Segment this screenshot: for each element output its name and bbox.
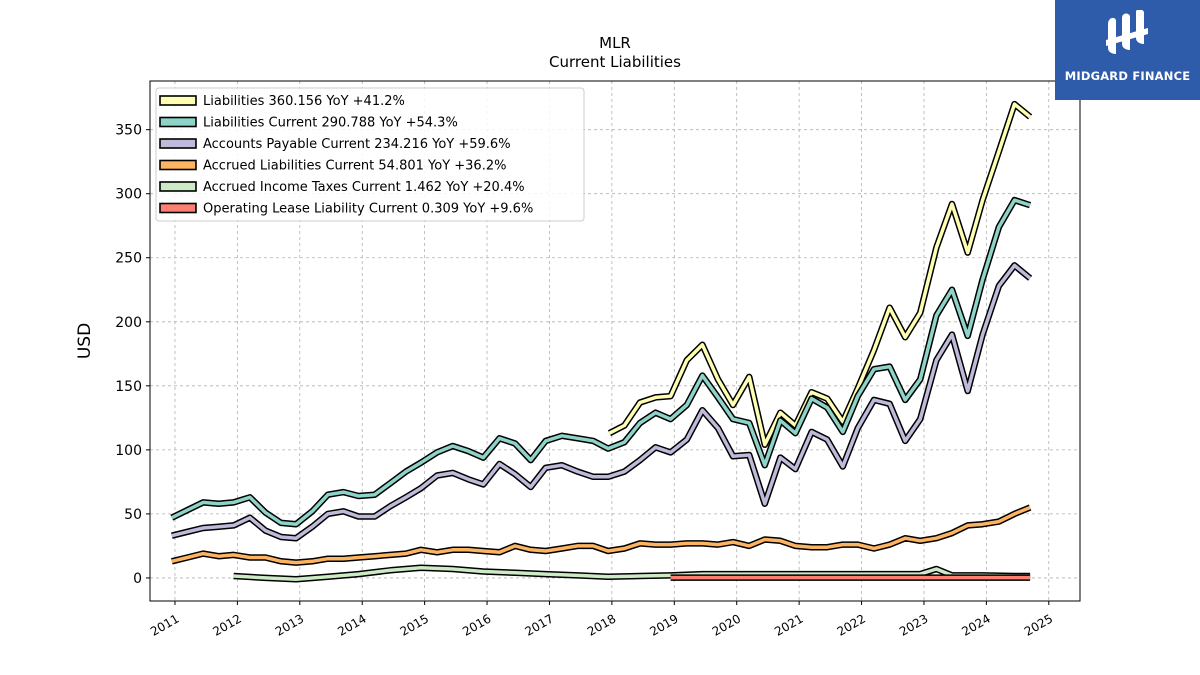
- chart-title: MLR: [599, 34, 631, 52]
- series-line: [171, 263, 1032, 540]
- legend-swatch: [159, 95, 197, 106]
- brand-logo: MIDGARD FINANCE: [1055, 0, 1200, 100]
- logo-mark-icon: [1106, 10, 1148, 54]
- x-tick-label: 2015: [398, 611, 431, 638]
- series-line: [171, 198, 1031, 526]
- series-accounts-payable-current: [171, 262, 1033, 542]
- x-tick-label: 2020: [710, 611, 743, 638]
- y-tick-label: 50: [124, 507, 142, 523]
- y-tick-label: 100: [115, 443, 142, 459]
- series-line: [171, 505, 1031, 565]
- y-tick-label: 0: [133, 571, 142, 587]
- legend-swatch: [159, 116, 197, 128]
- x-tick-label: 2011: [148, 611, 181, 638]
- x-tick-label: 2018: [585, 611, 618, 638]
- chart-subtitle: Current Liabilities: [549, 53, 681, 71]
- legend-swatch: [159, 159, 197, 171]
- x-tick-label: 2019: [647, 611, 680, 638]
- brand-name: MIDGARD FINANCE: [1064, 69, 1191, 83]
- series-outline: [171, 262, 1033, 542]
- legend-entry: Accrued Income Taxes Current 1.462 YoY +…: [203, 180, 525, 195]
- x-tick-label: 2013: [273, 611, 306, 638]
- legend-box: [155, 87, 585, 222]
- legend: Liabilities 360.156 YoY +41.2% Liabilitie…: [155, 87, 585, 222]
- x-tick-label: 2017: [523, 611, 556, 638]
- series-line: [233, 565, 1031, 581]
- x-tick-label: 2021: [772, 611, 805, 638]
- x-tick-label: 2023: [897, 611, 930, 638]
- series-accrued-income-taxes-current: [233, 564, 1031, 583]
- y-axis-label: USD: [75, 323, 95, 359]
- legend-swatch: [159, 138, 197, 149]
- x-tick-label: 2025: [1022, 611, 1055, 638]
- grid-lines: [150, 81, 1080, 601]
- x-tick-label: 2024: [959, 611, 992, 638]
- plot-frame: [149, 80, 1081, 602]
- y-tick-label: 250: [115, 251, 142, 267]
- series-liabilities-current: [170, 196, 1032, 528]
- legend-entry: Operating Lease Liability Current 0.309 …: [203, 202, 533, 217]
- series-line: [608, 102, 1032, 447]
- x-tick-label: 2014: [335, 611, 368, 638]
- x-tick-label: 2022: [835, 611, 868, 638]
- legend-entry: Accounts Payable Current 234.216 YoY +59…: [203, 137, 511, 152]
- legend-swatch: [159, 181, 197, 192]
- series-lines: [170, 100, 1033, 583]
- y-tick-label: 150: [115, 379, 142, 395]
- series-accrued-liabilities-current: [171, 504, 1032, 566]
- y-tick-label: 200: [115, 315, 142, 331]
- y-tick-label: 350: [115, 123, 142, 139]
- legend-entry: Liabilities Current 290.788 YoY +54.3%: [203, 116, 458, 131]
- legend-entry: Liabilities 360.156 YoY +41.2%: [203, 94, 405, 109]
- legend-swatch: [159, 202, 197, 214]
- y-tick-label: 300: [115, 187, 142, 203]
- x-tick-label: 2016: [460, 611, 493, 638]
- series-liabilities: [607, 100, 1033, 448]
- legend-entry: Accrued Liabilities Current 54.801 YoY +…: [203, 159, 506, 174]
- x-tick-label: 2012: [210, 611, 243, 638]
